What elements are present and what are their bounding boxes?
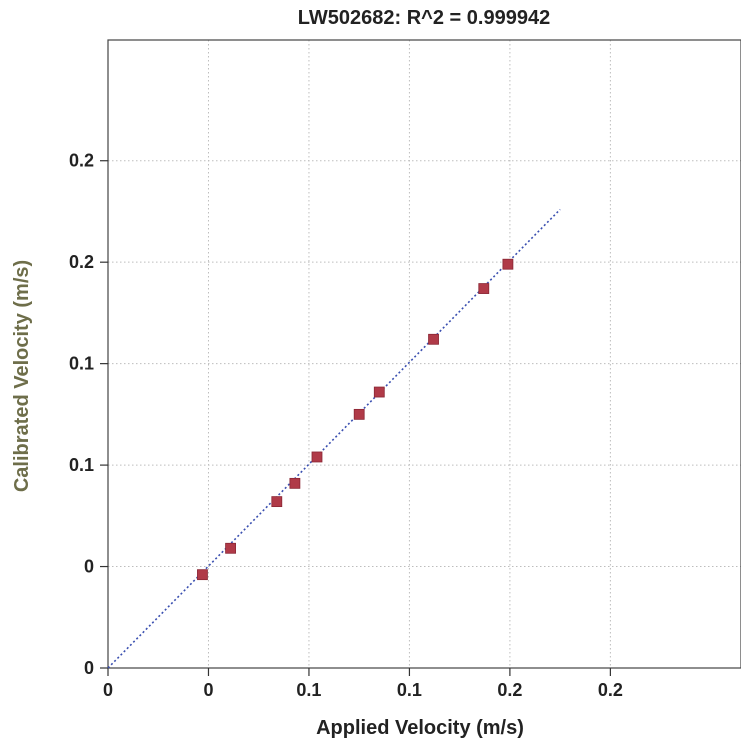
chart-title: LW502682: R^2 = 0.999942 <box>298 7 550 29</box>
data-point <box>197 569 208 581</box>
x-tick-label: 0.2 <box>598 680 623 700</box>
fit-line <box>107 208 561 669</box>
x-tick-label: 0 <box>203 680 213 700</box>
x-axis-label: Applied Velocity (m/s) <box>316 717 524 739</box>
data-point <box>428 333 439 345</box>
y-tick-label: 0.1 <box>69 354 94 374</box>
data-point <box>311 451 323 463</box>
y-tick-label: 0.2 <box>69 252 94 272</box>
grid <box>108 40 741 668</box>
x-tick-label: 0.1 <box>397 680 422 700</box>
x-tick-label: 0.2 <box>497 680 522 700</box>
y-tick-label: 0.2 <box>69 151 94 171</box>
plot-frame <box>107 39 741 669</box>
y-tick-label: 0 <box>84 658 94 678</box>
data-point <box>478 283 490 294</box>
data-point <box>271 496 283 508</box>
x-tick-label: 0 <box>103 680 113 700</box>
data-points <box>197 258 514 581</box>
data-point <box>289 477 301 489</box>
data-point <box>502 258 514 270</box>
x-tick-label: 0.1 <box>296 680 321 700</box>
data-point <box>225 542 236 554</box>
fit-line-group <box>107 208 561 669</box>
y-tick-label: 0 <box>84 557 94 577</box>
y-tick-label: 0.1 <box>69 455 94 475</box>
y-axis-label: Calibrated Velocity (m/s) <box>11 260 33 492</box>
data-point <box>353 408 365 420</box>
data-point <box>373 386 385 398</box>
